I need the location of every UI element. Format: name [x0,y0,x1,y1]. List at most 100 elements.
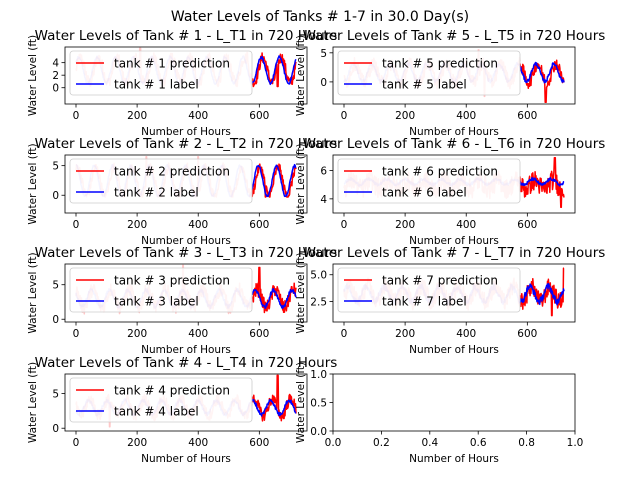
subplot-2: 0 200 400 600 0 5 Number of Hours Water Level (… [27,136,337,247]
legend: tank # 7 prediction tank # 7 label [337,267,521,313]
x-axis-label: Number of Hours [409,344,499,356]
legend-entry: tank # 3 label [114,295,199,309]
x-tick-label: 600 [517,328,537,340]
subplot-title: Water Levels of Tank # 3 - L_T3 in 720 H… [35,245,338,261]
y-tick-label: 0 [52,423,59,435]
subplot-title: Water Levels of Tank # 1 - L_T1 in 720 H… [35,28,338,44]
y-axis-label: Water Level (ft) [27,252,39,333]
y-tick-label: 2 [52,70,59,82]
legend-entry: tank # 4 label [114,405,199,419]
x-tick-label: 600 [249,437,269,449]
x-tick-label: 200 [127,219,147,231]
x-tick-label: 200 [395,219,415,231]
y-axis-label: Water Level (ft) [295,35,307,116]
x-axis-label: Number of Hours [409,235,499,247]
series-line-prediction-test [251,266,297,314]
legend-box [69,377,253,423]
x-tick-label: 0.4 [421,437,438,449]
legend-entry: tank # 2 prediction [114,165,230,179]
legend-entry: tank # 6 label [382,186,467,200]
legend-entry: tank # 7 label [382,295,467,309]
series-line-label-test [519,177,565,187]
legend-entry: tank # 7 prediction [382,274,498,288]
legend: tank # 1 prediction tank # 1 label [69,50,253,96]
series-line-label-test [251,55,297,86]
legend-entry: tank # 6 prediction [382,165,498,179]
x-tick-label: 200 [127,328,147,340]
series-line-label-test [251,398,297,417]
y-tick-label: 5 [52,388,59,400]
legend-box [69,267,253,313]
legend-box [69,158,253,204]
x-tick-label: 600 [517,219,537,231]
x-tick-label: 600 [249,219,269,231]
x-tick-label: 600 [249,110,269,122]
y-tick-label: 0 [320,77,327,89]
y-tick-label: 0 [52,314,59,326]
subplot-title: Water Levels of Tank # 2 - L_T2 in 720 H… [35,136,338,152]
x-tick-label: 0 [73,110,80,122]
x-axis-label: Number of Hours [409,126,499,138]
y-axis-label: Water Level (ft) [27,35,39,116]
x-tick-label: 400 [188,110,208,122]
legend-entry: tank # 5 label [382,78,467,92]
subplot-8: 0.0 0.2 0.4 0.6 0.8 1.0 0.0 0.5 1.0 Number of Hou… [295,362,583,465]
y-tick-label: 2.5 [310,297,327,309]
legend-entry: tank # 2 label [114,186,199,200]
y-axis-label: Water Level (ft) [295,143,307,224]
y-tick-label: 4 [320,194,327,206]
axes-frame [64,154,308,214]
series-line-prediction-test [519,157,565,209]
y-tick-label: 6 [320,166,327,178]
legend: tank # 5 prediction tank # 5 label [337,50,521,96]
axes-frame [64,373,308,432]
x-tick-label: 600 [249,328,269,340]
axes-frame [332,263,576,323]
axes-frame [64,263,308,323]
subplot-title: Water Levels of Tank # 6 - L_T6 in 720 H… [303,136,606,152]
x-tick-label: 200 [395,110,415,122]
y-tick-label: 1.0 [310,369,327,381]
legend-entry: tank # 1 label [114,78,199,92]
x-tick-label: 0 [341,110,348,122]
subplot-3: 0 200 400 600 0 5 Number of Hours Water Level (… [27,245,337,356]
x-tick-label: 1.0 [567,437,584,449]
axes-frame [332,154,576,214]
legend: tank # 6 prediction tank # 6 label [337,158,521,204]
legend-entry: tank # 4 prediction [114,384,230,398]
legend: tank # 3 prediction tank # 3 label [69,267,253,313]
x-tick-label: 0 [73,328,80,340]
subplot-title: Water Levels of Tank # 4 - L_T4 in 720 H… [35,355,338,371]
y-tick-label: 0.0 [310,426,327,438]
x-axis-label: Number of Hours [409,453,499,465]
x-tick-label: 0.6 [470,437,487,449]
y-tick-label: 5 [52,280,59,292]
x-axis-label: Number of Hours [141,126,231,138]
legend-box [69,50,253,96]
legend-entry: tank # 5 prediction [382,57,498,71]
legend-box [337,267,521,313]
legend-box [337,50,521,96]
subplot-7: 0 200 400 600 2.5 5.0 Number of Hours Water Lev… [295,245,605,356]
subplot-4: 0 200 400 600 0 5 Number of Hours Water Level (… [27,355,337,465]
subplot-title: Water Levels of Tank # 5 - L_T5 in 720 H… [303,28,606,44]
legend: tank # 2 prediction tank # 2 label [69,158,253,204]
y-tick-label: 4 [52,58,59,70]
y-axis-label: Water Level (ft) [295,362,307,443]
legend: tank # 4 prediction tank # 4 label [69,377,253,423]
figure-title: Water Levels of Tanks # 1-7 in 30.0 Day(… [171,9,469,25]
x-tick-label: 400 [456,328,476,340]
x-tick-label: 400 [188,437,208,449]
y-tick-label: 5.0 [310,270,327,282]
legend-entry: tank # 3 prediction [114,274,230,288]
x-tick-label: 0.2 [373,437,390,449]
x-tick-label: 400 [188,219,208,231]
x-tick-label: 400 [188,328,208,340]
series-line-prediction-test [251,52,297,88]
series-line-label-test [519,282,565,306]
y-tick-label: 0.5 [310,398,327,410]
y-axis-label: Water Level (ft) [27,362,39,443]
